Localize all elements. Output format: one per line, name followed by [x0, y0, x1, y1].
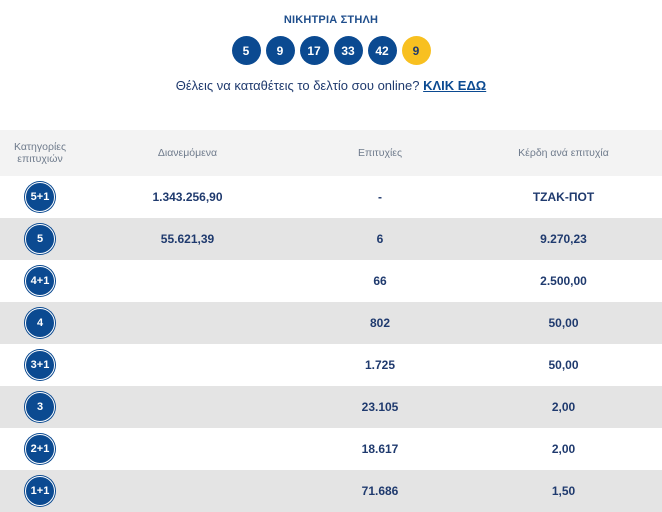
category-cell: 3 [0, 386, 80, 428]
distributed-cell [80, 386, 295, 428]
header-category-line2: επιτυχιών [17, 153, 63, 165]
category-cell: 4 [0, 302, 80, 344]
winners-cell: 23.105 [295, 386, 465, 428]
prize-cell: 1,50 [465, 470, 662, 512]
header-prize: Κέρδη ανά επιτυχία [465, 130, 662, 176]
winning-line-title: ΝΙΚΗΤΡΙΑ ΣΤΗΛΗ [283, 14, 379, 26]
winners-cell: 1.725 [364, 358, 396, 372]
distributed-cell [80, 302, 295, 344]
winners-cell: 18.617 [361, 442, 399, 456]
category-badge: 4 [25, 308, 55, 338]
prize-cell: 9.270,23 [465, 218, 662, 260]
number-ball: 9 [265, 36, 295, 65]
header-category: Κατηγορίες επιτυχιών [0, 130, 80, 176]
category-badge: 3 [25, 392, 55, 422]
click-here-link[interactable]: ΚΛΙΚ ΕΔΩ [423, 78, 487, 93]
prize-cell: ΤΖΑΚ-ΠΟΤ [532, 190, 595, 204]
header-distributed: Διανεμόμενα [80, 130, 295, 176]
number-ball: 33 [333, 36, 363, 65]
category-badge: 2+1 [25, 434, 55, 464]
table-row: 4 802 50,00 [0, 302, 662, 344]
winning-numbers-section: ΝΙΚΗΤΡΙΑ ΣΤΗΛΗ 5 9 17 33 42 9 Θέλεις να … [0, 0, 662, 93]
distributed-cell [80, 260, 295, 302]
header-category-line1: Κατηγορίες [13, 141, 67, 153]
winners-cell: 71.686 [295, 470, 465, 512]
winners-cell: 66 [373, 274, 387, 288]
table-row: 5 55.621,39 6 9.270,23 [0, 218, 662, 260]
distributed-cell [80, 344, 295, 386]
category-badge: 5+1 [25, 182, 55, 212]
number-ball: 42 [367, 36, 397, 65]
category-cell: 4+1 [0, 260, 80, 302]
prize-cell: 50,00 [548, 358, 579, 372]
category-cell: 3+1 [0, 344, 80, 386]
winning-numbers: 5 9 17 33 42 9 [0, 36, 662, 65]
category-cell: 2+1 [0, 428, 80, 470]
category-badge: 3+1 [25, 350, 55, 380]
table-header-row: Κατηγορίες επιτυχιών Διανεμόμενα Επιτυχί… [0, 130, 662, 176]
prize-cell: 2,00 [551, 442, 576, 456]
category-cell: 5 [0, 218, 80, 260]
category-badge: 1+1 [25, 476, 55, 506]
distributed-cell [80, 428, 295, 470]
online-ticket-text: Θέλεις να καταθέτεις το δελτίο σου onlin… [175, 78, 420, 93]
winners-cell: 802 [295, 302, 465, 344]
prize-cell: 2.500,00 [540, 274, 587, 288]
table-row: 5+1 1.343.256,90 - ΤΖΑΚ-ΠΟΤ [0, 176, 662, 218]
category-cell: 1+1 [0, 470, 80, 512]
online-ticket-prompt: Θέλεις να καταθέτεις το δελτίο σου onlin… [0, 78, 662, 93]
prize-table: Κατηγορίες επιτυχιών Διανεμόμενα Επιτυχί… [0, 130, 662, 512]
table-row: 3 23.105 2,00 [0, 386, 662, 428]
distributed-cell [80, 470, 295, 512]
category-badge: 4+1 [25, 266, 55, 296]
distributed-cell: 55.621,39 [80, 218, 295, 260]
category-cell: 5+1 [0, 176, 80, 218]
number-ball: 17 [299, 36, 329, 65]
number-ball: 5 [231, 36, 261, 65]
prize-cell: 50,00 [465, 302, 662, 344]
distributed-cell: 1.343.256,90 [152, 190, 223, 204]
table-row: 2+1 18.617 2,00 [0, 428, 662, 470]
prize-cell: 2,00 [465, 386, 662, 428]
winners-cell: 6 [295, 218, 465, 260]
winners-cell: - [378, 190, 382, 204]
table-row: 3+1 1.725 50,00 [0, 344, 662, 386]
header-winners: Επιτυχίες [295, 130, 465, 176]
category-badge: 5 [25, 224, 55, 254]
bonus-number-ball: 9 [401, 36, 431, 65]
table-row: 1+1 71.686 1,50 [0, 470, 662, 512]
table-row: 4+1 66 2.500,00 [0, 260, 662, 302]
